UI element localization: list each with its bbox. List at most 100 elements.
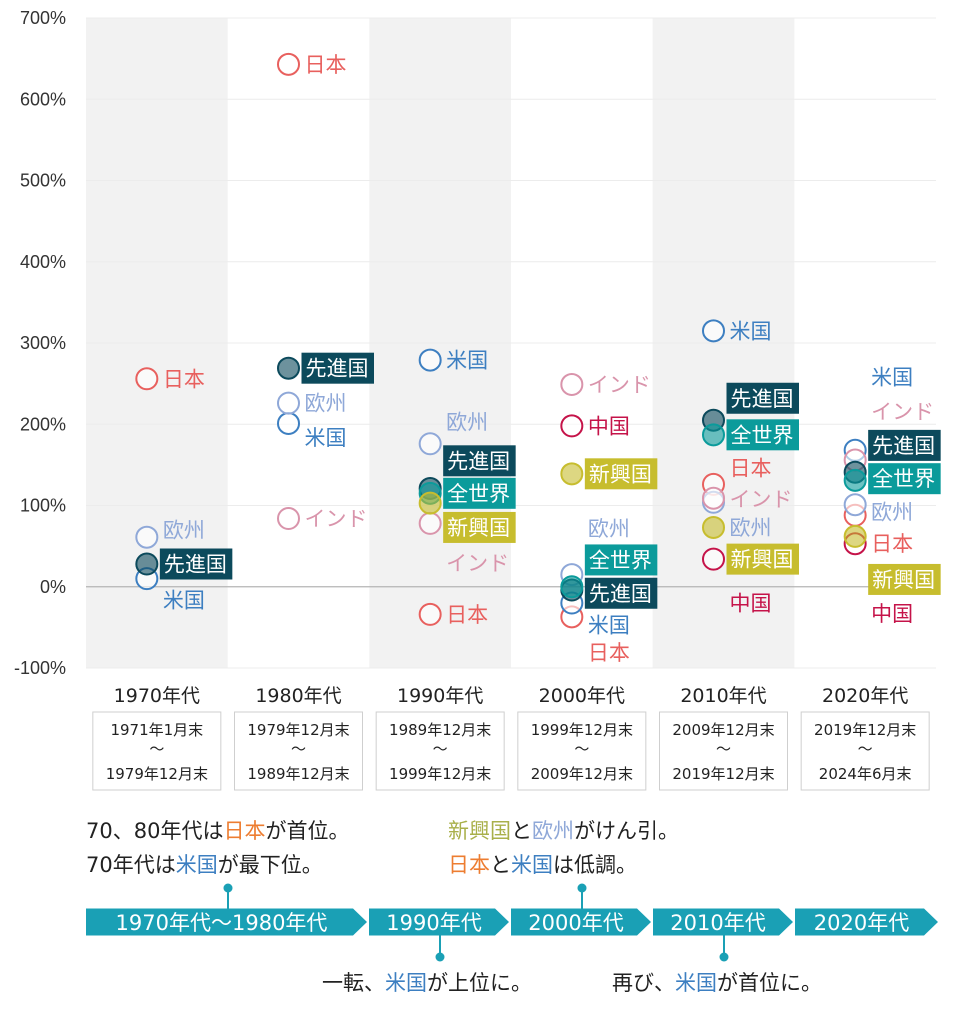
note-connector-dot — [223, 883, 233, 893]
label-india: インド — [305, 507, 368, 531]
y-tick-label: -100% — [14, 658, 66, 678]
label-box-world — [584, 544, 658, 576]
note-text: 70年代は — [86, 853, 176, 877]
timeline: 1970年代〜1980年代 1990年代 2000年代 2010年代 2020年代 70、… — [86, 819, 938, 995]
range-sep: 〜 — [433, 740, 448, 758]
timeline-note: 新興国と欧州がけん引。 — [448, 819, 679, 843]
timeline-arrow — [369, 908, 509, 936]
note-highlight: 米国 — [385, 971, 427, 995]
range-start: 1999年12月末 — [531, 721, 633, 739]
label-europe: 欧州 — [730, 516, 772, 540]
point-china — [702, 547, 725, 571]
label-india: インド — [871, 400, 934, 424]
point-world — [843, 468, 867, 492]
timeline-note: 日本と米国は低調。 — [448, 853, 637, 877]
label-china: 中国 — [588, 414, 630, 438]
range-end: 2009年12月末 — [531, 765, 633, 783]
range-box — [800, 711, 930, 791]
label-developed: 先進国 — [164, 553, 227, 577]
label-developed: 先進国 — [589, 582, 652, 606]
note-highlight: 欧州 — [532, 819, 574, 843]
point-developed — [277, 356, 300, 380]
decade-label: 1980年代 — [255, 685, 341, 707]
note-connector-dot — [719, 952, 729, 962]
point-europe — [277, 391, 300, 415]
point-europe — [135, 525, 159, 549]
label-us: 米国 — [588, 613, 630, 637]
point-developed — [135, 552, 159, 576]
label-box-world — [726, 419, 799, 451]
decade-label: 1990年代 — [397, 685, 483, 707]
range-end: 2024年6月末 — [819, 765, 912, 783]
point-japan — [135, 367, 159, 391]
note-text: 70、80年代は — [86, 819, 223, 843]
point-india — [277, 507, 300, 530]
label-box-developed — [443, 445, 516, 477]
label-world: 全世界 — [447, 482, 510, 506]
point-japan — [277, 52, 300, 76]
note-highlight: 米国 — [675, 971, 717, 995]
range-start: 1989年12月末 — [389, 721, 491, 739]
note-highlight: 日本 — [223, 819, 265, 843]
label-emerging: 新興国 — [731, 548, 794, 572]
point-us — [702, 319, 725, 343]
note-text: がけん引。 — [574, 819, 679, 843]
range-end: 1999年12月末 — [389, 765, 491, 783]
point-emerging — [702, 515, 725, 539]
point-us — [418, 348, 442, 372]
timeline-arrow — [653, 908, 793, 936]
label-china: 中国 — [871, 602, 913, 626]
label-europe: 欧州 — [871, 501, 913, 525]
range-box — [375, 711, 505, 791]
range-end: 1979年12月末 — [106, 765, 208, 783]
label-developed: 先進国 — [872, 434, 935, 458]
y-tick-label: 100% — [20, 496, 66, 516]
timeline-arrow — [511, 908, 651, 936]
y-tick-label: 0% — [40, 577, 66, 597]
label-europe: 欧州 — [305, 392, 347, 416]
label-japan: 日本 — [871, 532, 913, 556]
timeline-note: 一転、米国が上位に。 — [322, 971, 532, 995]
y-axis: 700% 600% 500% 400% 300% 200% 100% 0% -100% — [14, 8, 66, 678]
y-tick-label: 600% — [20, 89, 66, 109]
label-box-developed — [159, 548, 233, 580]
point-emerging — [843, 524, 867, 548]
point-emerging — [418, 491, 442, 515]
range-sep: 〜 — [149, 740, 164, 758]
note-connector-dot — [435, 952, 445, 962]
timeline-note: 70、80年代は日本が首位。 — [86, 819, 349, 843]
label-japan: 日本 — [446, 603, 488, 627]
note-highlight: 日本 — [448, 853, 490, 877]
label-box-developed — [584, 577, 658, 609]
range-end: 1989年12月末 — [247, 765, 349, 783]
label-japan: 日本 — [730, 457, 772, 481]
note-text: 一転、 — [322, 971, 385, 995]
label-japan: 日本 — [305, 53, 347, 77]
range-start: 1971年1月末 — [110, 721, 203, 739]
label-emerging: 新興国 — [589, 462, 652, 486]
label-box-developed — [868, 429, 941, 461]
range-box — [517, 711, 647, 791]
range-box — [234, 711, 363, 791]
label-us: 米国 — [163, 588, 205, 612]
label-japan: 日本 — [588, 641, 630, 665]
timeline-arrow — [86, 908, 367, 936]
label-us: 米国 — [871, 366, 913, 390]
timeline-arrow-label: 2010年代 — [670, 911, 765, 935]
gridlines — [86, 17, 936, 669]
note-text: と — [511, 819, 532, 843]
y-tick-label: 500% — [20, 171, 66, 191]
note-text: が上位に。 — [427, 971, 532, 995]
range-box — [659, 711, 788, 791]
label-world: 全世界 — [589, 548, 652, 572]
point-india — [418, 511, 442, 535]
range-start: 2009年12月末 — [672, 721, 774, 739]
point-india — [560, 372, 584, 396]
label-india: インド — [588, 373, 651, 397]
label-box-emerging — [584, 458, 658, 490]
note-highlight: 米国 — [511, 853, 553, 877]
label-emerging: 新興国 — [447, 516, 510, 540]
range-sep: 〜 — [858, 740, 873, 758]
point-us — [277, 411, 300, 435]
label-us: 米国 — [446, 349, 488, 373]
